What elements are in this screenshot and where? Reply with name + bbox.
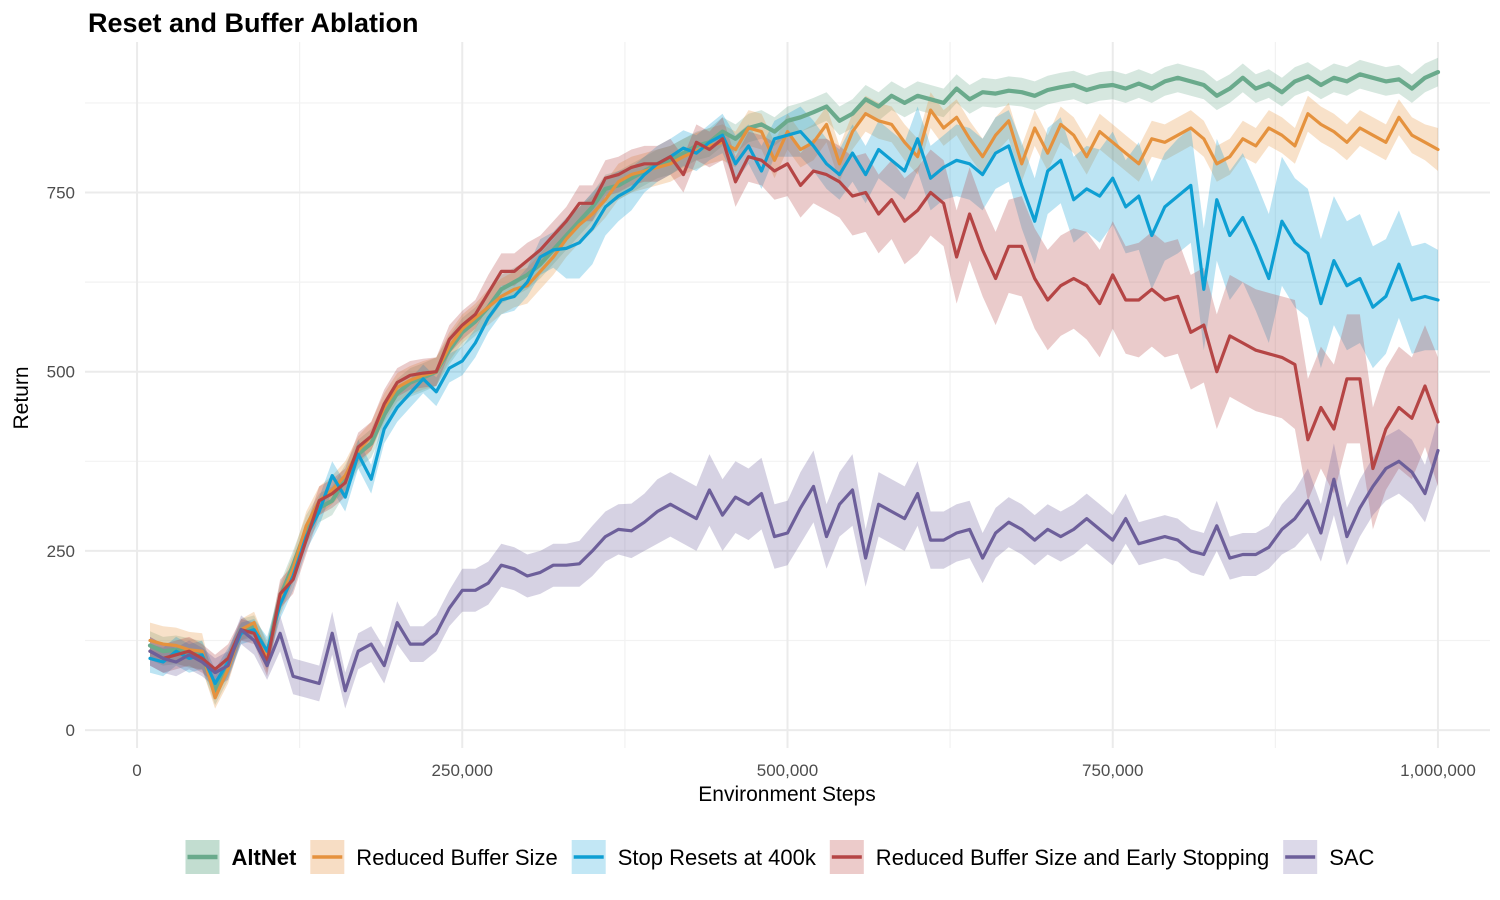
legend-label-2: Stop Resets at 400k [618,845,817,870]
legend-label-3: Reduced Buffer Size and Early Stopping [876,845,1269,870]
legend-item-1: Reduced Buffer Size [310,840,558,874]
x-tick-label: 250,000 [432,761,493,780]
legend: AltNet Reduced Buffer Size Stop Resets at … [185,840,1375,874]
series-lines [147,69,1441,700]
legend-item-0: AltNet [185,840,297,874]
x-tick-label: 500,000 [757,761,818,780]
legend-label-4: SAC [1329,845,1374,870]
legend-item-3: Reduced Buffer Size and Early Stopping [829,840,1269,874]
x-tick-label: 1,000,000 [1400,761,1476,780]
chart-title: Reset and Buffer Ablation [88,8,419,38]
y-tick-label: 0 [66,721,75,740]
x-axis-ticks: 0 250,000 500,000 750,000 1,000,000 [132,761,1475,780]
band-3 [150,117,1438,684]
band-2 [150,106,1438,698]
series-line-0 [147,69,1441,693]
legend-label-1: Reduced Buffer Size [356,845,557,870]
band-4 [150,418,1438,709]
y-tick-label: 500 [47,363,75,382]
y-tick-label: 750 [47,184,75,203]
legend-label-0: AltNet [232,845,297,870]
y-tick-label: 250 [47,542,75,561]
y-axis-ticks: 0 250 500 750 [47,184,75,741]
series-line-4 [148,448,1440,693]
x-tick-label: 750,000 [1082,761,1143,780]
legend-item-4: SAC [1283,840,1375,874]
x-axis-label: Environment Steps [698,783,875,806]
grid-major [85,42,1490,748]
x-tick-label: 0 [132,761,141,780]
y-axis-label: Return [10,366,33,429]
series-line-3 [148,137,1440,671]
confidence-bands [150,57,1438,709]
legend-item-2: Stop Resets at 400k [571,840,817,874]
series-line-2 [148,130,1440,686]
